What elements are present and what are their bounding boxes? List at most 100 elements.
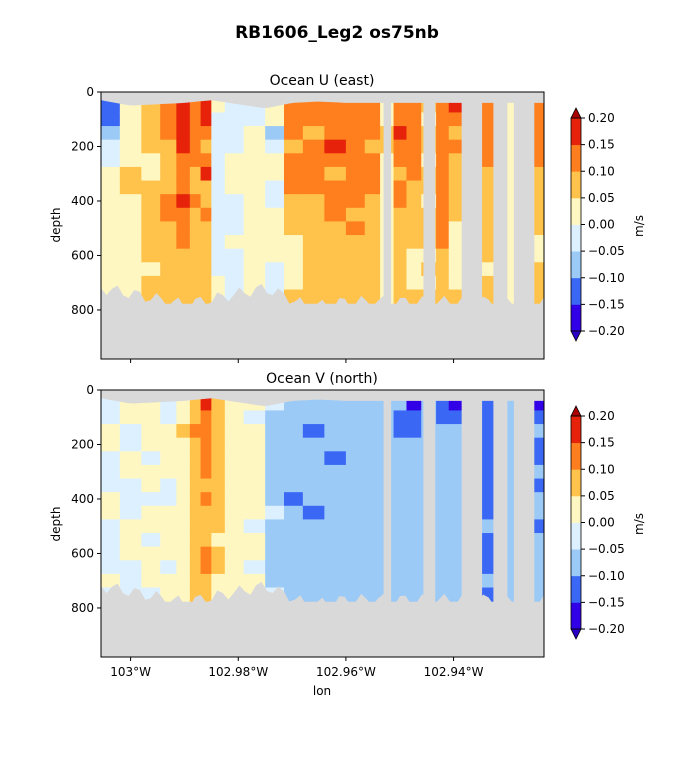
- heatmap-cell: [101, 112, 121, 127]
- heatmap-cell: [479, 126, 495, 141]
- heatmap-cell: [200, 505, 212, 521]
- heatmap-cell: [160, 221, 177, 236]
- heatmap-cell: [364, 424, 381, 439]
- heatmap-cell: [479, 505, 495, 521]
- heatmap-cell: [284, 424, 304, 439]
- figure-title: RB1606_Leg2 os75nb: [235, 23, 439, 43]
- heatmap-cell: [302, 464, 325, 480]
- data-gap: [513, 390, 535, 657]
- heatmap-cell: [406, 262, 422, 277]
- heatmap-cell: [345, 139, 366, 154]
- heatmap-cell: [436, 112, 450, 127]
- heatmap-cell: [119, 248, 142, 263]
- heatmap-cell: [436, 248, 450, 263]
- heatmap-cell: [189, 262, 202, 277]
- heatmap-cell: [176, 560, 191, 575]
- heatmap-cell: [345, 505, 366, 521]
- heatmap-cell: [211, 180, 226, 195]
- heatmap-cell: [200, 573, 212, 589]
- heatmap-cell: [364, 546, 381, 561]
- heatmap-cell: [479, 139, 495, 154]
- heatmap-cell: [345, 560, 366, 575]
- heatmap-cell: [119, 560, 142, 575]
- heatmap-cell: [393, 464, 408, 480]
- heatmap-cell: [324, 424, 347, 439]
- heatmap-cell: [224, 492, 245, 507]
- heatmap-cell: [302, 546, 325, 561]
- heatmap-cell: [302, 289, 325, 304]
- heatmap-cell: [448, 153, 464, 168]
- colorbar-segment: [571, 277, 581, 305]
- heatmap-cell: [189, 248, 202, 263]
- heatmap-cell: [101, 492, 121, 507]
- heatmap-cell: [200, 464, 212, 480]
- heatmap-cell: [302, 396, 325, 412]
- heatmap-cell: [479, 519, 495, 534]
- heatmap-cell: [265, 464, 285, 480]
- panel-v-plot: [100, 389, 545, 658]
- heatmap-cell: [345, 194, 366, 209]
- heatmap-cell: [284, 546, 304, 561]
- heatmap-cell: [224, 248, 245, 263]
- colorbar-extend-min: [570, 330, 582, 342]
- heatmap-cell: [200, 126, 212, 141]
- heatmap-cell: [141, 492, 161, 507]
- heatmap-cell: [189, 166, 202, 182]
- heatmap-cell: [436, 235, 450, 250]
- heatmap-cell: [324, 275, 347, 291]
- heatmap-cell: [119, 492, 142, 507]
- heatmap-cell: [265, 478, 285, 493]
- heatmap-cell: [393, 410, 408, 425]
- heatmap-cell: [406, 546, 422, 561]
- heatmap-cell: [324, 180, 347, 195]
- panel-v-x-label: lon: [313, 684, 331, 698]
- heatmap-cell: [160, 519, 177, 534]
- heatmap-cell: [393, 533, 408, 548]
- colorbar-tick-label: 0.15: [588, 138, 615, 152]
- heatmap-cell: [265, 235, 285, 250]
- heatmap-cell: [211, 166, 226, 182]
- heatmap-cell: [364, 153, 381, 168]
- heatmap-cell: [393, 248, 408, 263]
- colorbar-segment: [571, 575, 581, 603]
- heatmap-cell: [302, 221, 325, 236]
- heatmap-cell: [324, 235, 347, 250]
- colorbar-tick-label: 0.10: [588, 164, 615, 178]
- heatmap-cell: [243, 194, 266, 209]
- heatmap-cell: [141, 451, 161, 466]
- heatmap-cell: [243, 262, 266, 277]
- heatmap-cell: [189, 112, 202, 127]
- heatmap-cell: [200, 221, 212, 236]
- heatmap-cell: [302, 492, 325, 507]
- heatmap-cell: [436, 424, 450, 439]
- heatmap-cell: [189, 410, 202, 425]
- heatmap-cell: [406, 573, 422, 589]
- heatmap-cell: [479, 235, 495, 250]
- heatmap-cell: [200, 207, 212, 223]
- heatmap-cell: [448, 492, 464, 507]
- heatmap-cell: [176, 126, 191, 141]
- heatmap-cell: [141, 221, 161, 236]
- panel-v-colorbar: −0.20 −0.15 −0.10 −0.05 0.00 0.05 0.10 0.15 0.20: [570, 405, 625, 640]
- heatmap-cell: [160, 153, 177, 168]
- heatmap-cell: [101, 207, 121, 223]
- heatmap-cell: [345, 533, 366, 548]
- heatmap-cell: [119, 410, 142, 425]
- heatmap-cell: [211, 262, 226, 277]
- heatmap-cell: [406, 505, 422, 521]
- heatmap-cell: [436, 437, 450, 452]
- heatmap-cell: [436, 262, 450, 277]
- heatmap-cell: [284, 112, 304, 127]
- colorbar-tick-label: 0.00: [588, 218, 615, 232]
- heatmap-cell: [393, 126, 408, 141]
- heatmap-cell: [479, 221, 495, 236]
- colorbar-tick-label: −0.05: [588, 542, 625, 556]
- heatmap-cell: [265, 262, 285, 277]
- heatmap-cell: [200, 262, 212, 277]
- heatmap-cell: [265, 560, 285, 575]
- heatmap-cell: [364, 207, 381, 223]
- heatmap-cell: [324, 166, 347, 182]
- panel-u-colorbar: −0.20 −0.15 −0.10 −0.05 0.00 0.05 0.10 0.15 0.20: [570, 107, 625, 342]
- heatmap-cell: [406, 126, 422, 141]
